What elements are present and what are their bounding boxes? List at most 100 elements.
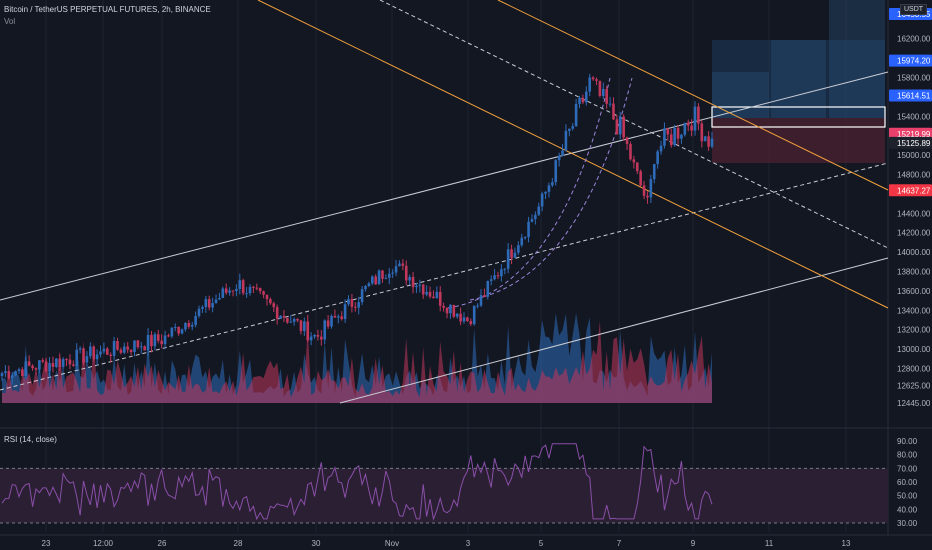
candle-body [537, 206, 541, 215]
candle-body [333, 315, 337, 318]
dashed-arc-1 [447, 77, 611, 309]
candle-body [466, 317, 469, 322]
candle-body [143, 346, 146, 351]
candle-body [364, 286, 367, 290]
candle-body [486, 280, 490, 297]
candle-body [510, 249, 513, 258]
candle-body [279, 315, 282, 319]
candle-body [411, 276, 415, 288]
candle-body [435, 291, 439, 299]
candle-body [588, 77, 592, 92]
candle-body [697, 106, 700, 124]
price-tag [889, 127, 932, 140]
rsi-tick-label: 30.00 [897, 519, 918, 528]
candle-body [391, 272, 394, 274]
candle-body [282, 315, 286, 318]
candle-body [578, 97, 581, 105]
candle-body [7, 371, 11, 379]
candle-body [68, 359, 72, 365]
candle-body [313, 334, 316, 337]
candle-body [642, 185, 646, 196]
candle-body [163, 335, 167, 345]
candle-body [700, 123, 704, 142]
candle-body [635, 162, 639, 172]
rsi-tick-label: 70.00 [897, 464, 918, 473]
candle-body [438, 291, 442, 306]
axes: 16200.00 15800.00 15400.00 15000.00 14800.00… [42, 8, 932, 548]
projection-bar [771, 40, 826, 118]
candle-body [38, 360, 41, 370]
rsi-tick-label: 40.00 [897, 505, 918, 514]
candle-body [228, 290, 231, 293]
rsi-tick-label: 50.00 [897, 492, 918, 501]
candle-body [146, 334, 150, 351]
candle-body [180, 329, 184, 334]
candle-body [408, 276, 411, 281]
candle-body [55, 358, 58, 367]
candle-body [218, 298, 221, 300]
price-tag-label: 15614.51 [897, 91, 931, 100]
time-tick-label: 28 [234, 539, 243, 548]
candle-body [415, 285, 418, 288]
price-tick-label: 12625.00 [897, 382, 931, 391]
candle-body [357, 302, 360, 308]
candle-body [299, 320, 303, 332]
candle-body [615, 119, 619, 135]
candle-body [421, 284, 425, 295]
candle-body [469, 321, 473, 325]
candle-body [574, 104, 578, 127]
candle-body [686, 122, 690, 126]
candle-body [72, 364, 75, 366]
candle-body [245, 293, 248, 295]
candle-body [618, 116, 622, 135]
candle-body [622, 116, 625, 138]
candle-body [459, 313, 462, 322]
time-tick-label: 3 [466, 539, 471, 548]
candle-body [659, 145, 663, 152]
candle-body [207, 299, 211, 308]
candle-body [235, 288, 238, 291]
candle-body [194, 316, 197, 325]
time-tick-label: 23 [42, 539, 51, 548]
rsi-label: RSI (14, close) [4, 435, 57, 444]
candle-body [258, 288, 262, 292]
candle-body [316, 334, 320, 337]
candle-body [629, 143, 632, 160]
candle-body [238, 280, 242, 289]
candle-body [710, 138, 714, 147]
price-tick-label: 12445.00 [897, 399, 931, 408]
candle-body [92, 346, 96, 360]
price-tick-label: 13000.00 [897, 345, 931, 354]
candle-body [370, 276, 374, 284]
price-tick-label: 14200.00 [897, 229, 931, 238]
price-tick-label: 15400.00 [897, 112, 931, 121]
candle-body [27, 361, 31, 366]
time-tick-label: 9 [691, 539, 696, 548]
candle-body [544, 191, 547, 194]
time-tick-label: 30 [312, 539, 321, 548]
price-tick-label: 15800.00 [897, 73, 931, 82]
price-tag-label: 14637.27 [897, 186, 931, 195]
price-tick-label: 16200.00 [897, 35, 931, 44]
candle-body [493, 275, 496, 280]
candle-body [547, 185, 551, 192]
candle-body [554, 160, 558, 183]
drawing-layer[interactable] [0, 0, 889, 404]
volume-area-down [2, 320, 712, 403]
candle-body [211, 303, 214, 308]
dashed-trend-line [379, 0, 889, 249]
candle-body [432, 296, 435, 299]
candle-body [534, 214, 537, 220]
candle-body [292, 319, 296, 322]
channel-mid-dashed [0, 162, 889, 391]
orange-channel-lower [257, 0, 889, 309]
candle-body [102, 348, 106, 352]
currency-badge[interactable]: USDT [900, 4, 928, 15]
rsi-pane: 90.00 80.00 70.00 60.00 50.00 40.00 30.00 [0, 437, 918, 528]
volume-series [2, 313, 712, 403]
candle-body [540, 193, 544, 207]
candle-body [523, 237, 527, 239]
candle-body [449, 304, 452, 314]
